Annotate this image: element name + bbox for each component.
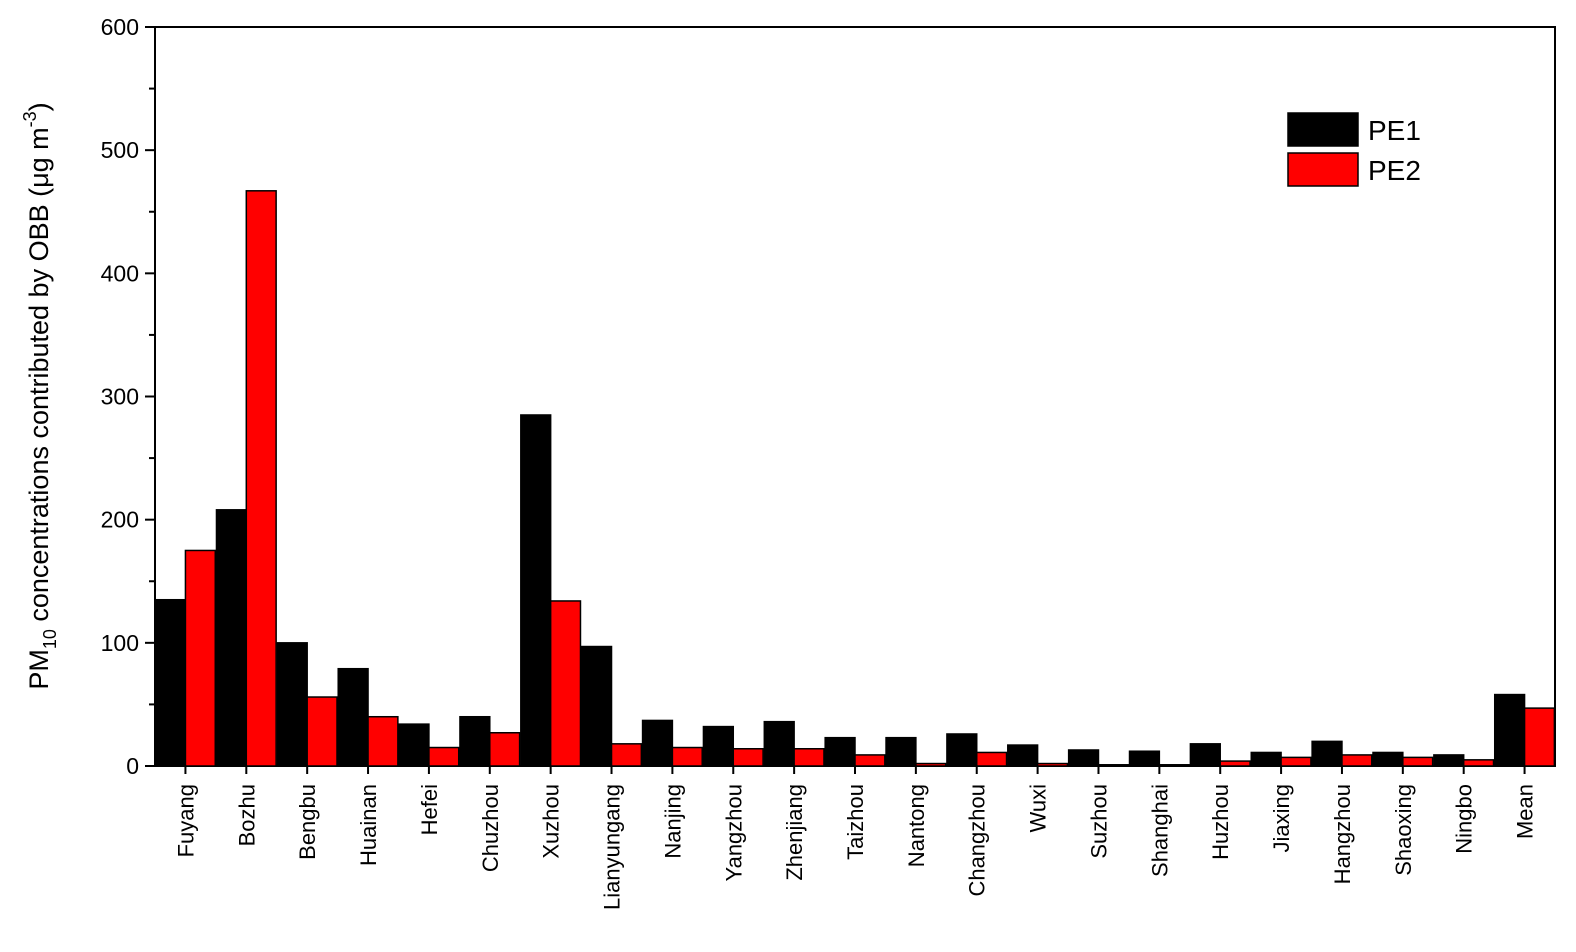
bar	[1219, 760, 1251, 767]
bar	[549, 600, 582, 767]
y-label-sup: -3	[20, 111, 40, 127]
x-tick-label: Zhenjiang	[782, 784, 807, 881]
y-axis-label: PM10 concentrations contributed by OBB (…	[20, 102, 60, 689]
y-tick-label: 500	[101, 137, 139, 163]
bar	[1341, 754, 1373, 767]
bar	[1402, 756, 1434, 767]
y-tick-label: 100	[101, 630, 139, 656]
x-tick-label: Taizhou	[843, 784, 868, 860]
bar	[610, 743, 643, 767]
bar	[915, 762, 947, 767]
bar	[885, 736, 917, 767]
y-tick-label: 300	[101, 384, 139, 410]
bar	[641, 719, 674, 767]
bar	[245, 190, 277, 767]
y-label-part: PM	[24, 649, 54, 690]
bar	[671, 746, 703, 767]
bar	[1311, 740, 1343, 767]
y-label-sub: 10	[40, 629, 60, 649]
bar	[1250, 751, 1282, 767]
x-tick-label: Lianyungang	[600, 784, 625, 910]
bar	[306, 696, 338, 767]
bar	[946, 733, 978, 767]
bar	[1280, 756, 1312, 767]
legend-label: PE2	[1368, 155, 1421, 186]
bar	[975, 751, 1008, 767]
y-tick-label: 600	[101, 14, 139, 40]
x-tick-label: Shaoxing	[1391, 784, 1416, 876]
bar	[215, 509, 248, 767]
bar	[1007, 744, 1039, 767]
legend-swatch	[1287, 152, 1359, 187]
bar	[854, 754, 886, 767]
bar	[489, 731, 521, 767]
bar	[1372, 751, 1404, 767]
bar	[1067, 749, 1100, 767]
bar	[459, 715, 491, 767]
x-tick-label: Nanjing	[660, 784, 685, 859]
x-tick-label: Fuyang	[173, 784, 198, 857]
x-tick-label: Bengbu	[295, 784, 320, 860]
legend-swatch	[1287, 112, 1359, 147]
x-tick-label: Huzhou	[1208, 784, 1233, 860]
bar	[398, 723, 430, 767]
x-tick-label: Hangzhou	[1330, 784, 1355, 884]
x-tick-label: Xuzhou	[539, 784, 564, 859]
bar	[367, 715, 399, 767]
x-tick-label: Suzhou	[1086, 784, 1111, 859]
x-tick-label: Ningbo	[1452, 784, 1477, 854]
x-tick-label: Mean	[1513, 784, 1538, 839]
x-tick-label: Shanghai	[1147, 784, 1172, 877]
bar	[1128, 750, 1161, 767]
bar	[793, 748, 825, 767]
x-tick-label: Chuzhou	[478, 784, 503, 872]
bar	[763, 720, 795, 767]
legend-label: PE1	[1368, 115, 1421, 146]
bar	[702, 725, 735, 767]
bar	[1189, 743, 1221, 767]
bar	[1493, 693, 1526, 767]
bar	[428, 746, 460, 767]
bar	[520, 414, 552, 767]
bar	[154, 598, 187, 767]
x-tick-label: Changzhou	[965, 784, 990, 897]
x-tick-label: Bozhu	[234, 784, 259, 846]
bar	[1462, 759, 1495, 767]
bar	[824, 736, 856, 767]
bar	[732, 748, 764, 767]
y-tick-label: 0	[126, 753, 139, 779]
bar	[276, 642, 308, 767]
bar	[184, 549, 217, 767]
bar	[1097, 764, 1130, 767]
x-tick-label: Nantong	[904, 784, 929, 867]
bar	[1036, 762, 1069, 767]
y-label-part: concentrations contributed by OBB (μg m	[24, 127, 54, 629]
x-tick-label: Wuxi	[1026, 784, 1051, 833]
x-tick-label: Hefei	[417, 784, 442, 835]
bar	[337, 667, 369, 767]
x-tick-label: Huainan	[356, 784, 381, 866]
bar	[580, 645, 613, 767]
y-tick-label: 400	[101, 260, 139, 286]
y-label-part: )	[24, 102, 54, 111]
x-tick-label: Jiaxing	[1269, 784, 1294, 852]
bar	[1523, 707, 1556, 767]
bar	[1158, 764, 1190, 767]
y-tick-label: 200	[101, 507, 139, 533]
bar	[1433, 754, 1465, 767]
x-tick-label: Yangzhou	[721, 784, 746, 881]
